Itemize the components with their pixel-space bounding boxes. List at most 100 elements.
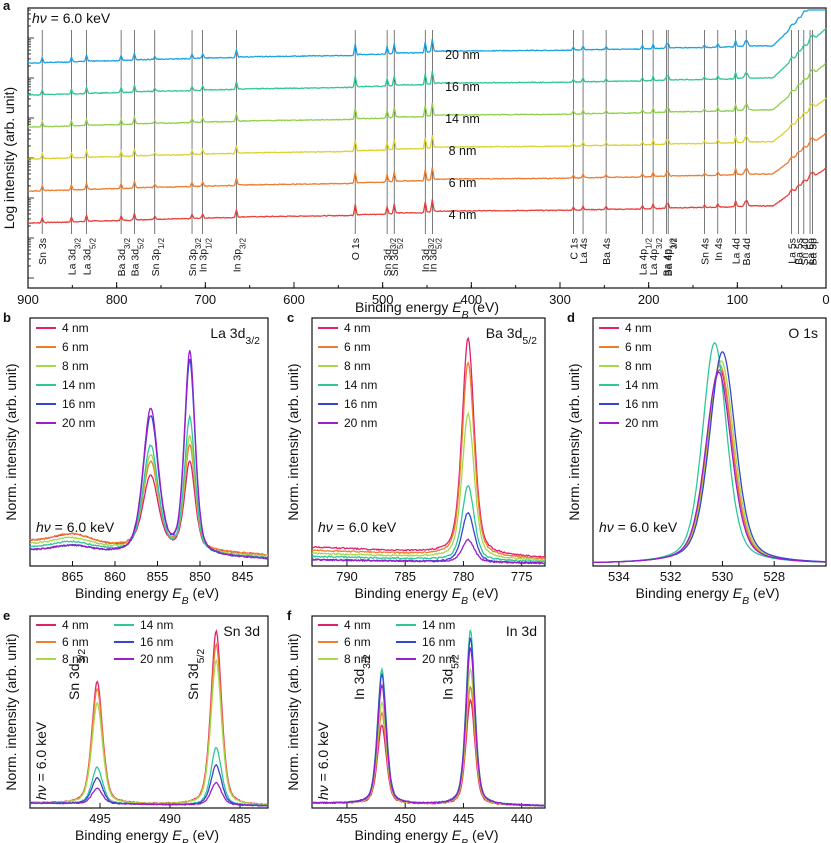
panel-e-legend-label: 16 nm [140,635,173,649]
panel-c-xtick-label: 780 [453,569,475,584]
panel-f-region-label: In 3d [506,623,537,639]
panel-a-annotation: hν = 6.0 keV [32,10,111,26]
panel-d-ylabel: Norm. intensity (arb. unit) [566,363,582,520]
panel-a-letter: a [3,0,11,13]
panel-a-peak-label: La 4p3/2 [648,238,664,275]
panel-e-xtick-label: 490 [159,811,181,826]
panel-b-legend-label: 8 nm [62,359,89,373]
panel-a-series-label: 20 nm [445,48,480,62]
panel-b-letter: b [3,310,11,325]
panel-a-series-line [27,62,827,128]
panel-f-xtick-label: 450 [394,811,416,826]
panel-d-legend-label: 4 nm [625,321,652,335]
panel-c-series-line [311,485,546,563]
panel-a-peak-label: In 3d3/2 [420,238,436,272]
panel-a-peak-label: Sn 3p3/2 [187,238,203,276]
panel-a-peak-label: Ba 4p1/2 [661,238,677,276]
panel-a-xtick-label: 0 [822,292,829,307]
panel-b-series-line [29,443,269,556]
panel-d-series-line [593,371,826,564]
panel-c-legend-label: 6 nm [344,340,371,354]
panel-a-peak-label: Sn 3p1/2 [150,238,166,276]
panel-b-xtick-label: 845 [232,569,254,584]
panel-a-xtick-label: 600 [283,292,305,307]
panel-a-series-label: 4 nm [449,208,477,222]
panel-d-legend-label: 20 nm [625,416,658,430]
panel-d-xtick-label: 528 [763,569,785,584]
panel-f-frame [311,615,546,809]
panel-f: f 455 450 445 440 Binding energy EB (eV) Norm.… [285,608,546,843]
panel-c-legend-label: 8 nm [344,359,371,373]
panel-e-region-label: Sn 3d [223,623,260,639]
panel-a-peak-label: Sn 3d5/2 [389,238,405,276]
panel-a-series-label: 16 nm [445,80,480,94]
panel-a-peak-label: La 4s [578,238,590,264]
panel-a: a 900 800 700 600 500 400 300 200 100 0 Binding ene… [1,0,830,321]
panel-a-series-label: 14 nm [445,112,480,126]
panel-d-letter: d [567,310,575,325]
panel-a-xtick-label: 400 [460,292,482,307]
panel-a-series-line [27,132,827,193]
panel-e-annotation: hν = 6.0 keV [33,721,49,800]
panel-b-legend-label: 4 nm [62,321,89,335]
panel-e-legend-label: 6 nm [62,635,89,649]
panel-c-xtick-label: 790 [336,569,358,584]
panel-b-region-label: La 3d3/2 [210,325,260,347]
panel-f-legend-label: 6 nm [344,635,371,649]
panel-b-series-line [29,413,269,559]
panel-a-series-label: 6 nm [449,176,477,190]
panel-a-peak-label: O 1s [350,238,362,260]
panel-a-ylabel: Log intensity (arb. unit) [1,87,17,229]
panel-b-legend-label: 14 nm [62,378,95,392]
panel-f-xlabel: Binding energy EB (eV) [355,827,499,843]
panel-c-legend-label: 14 nm [344,378,377,392]
panel-c-legend-label: 20 nm [344,416,377,430]
panel-b-series-line [29,350,269,560]
panel-e-series-line [29,764,269,807]
panel-e-legend-label: 14 nm [140,618,173,632]
panel-f-legend-label: 14 nm [422,618,455,632]
panel-b-xtick-label: 860 [104,569,126,584]
panel-f-series-line [311,685,546,807]
panel-b-xtick-label: 865 [62,569,84,584]
panel-a-peak-label: Sn 4s [700,238,712,265]
panel-e-xtick-label: 495 [89,811,111,826]
panel-f-legend-label: 20 nm [422,652,455,666]
panel-b: b 865 860 855 850 845 Binding energy EB (eV) No… [3,310,269,607]
panel-e-peak-label: Sn 3d5/2 [185,649,207,700]
panel-f-xtick-label: 440 [511,811,533,826]
panel-c-series-line [311,411,546,562]
panel-a-peak-label: Sn 3d3/2 [382,238,398,276]
panel-a-peak-label: Ba 5p [808,238,820,266]
panel-e-legend-label: 4 nm [62,618,89,632]
panel-a-series-line [27,167,827,225]
panel-f-series-line [311,666,546,807]
panel-a-series-line [27,27,827,96]
panel-a-peak-label: In 4s [713,238,725,261]
panel-a-peak-label: Ba 5s [794,238,806,265]
panel-b-legend-label: 20 nm [62,416,95,430]
panel-a-peak-label: La 5p [805,238,817,264]
panel-b-xlabel: Binding energy EB (eV) [75,585,219,607]
panel-a-peak-label: Ba 4p3/2 [663,238,679,276]
panel-b-legend-label: 6 nm [62,340,89,354]
panel-e-legend-label: 20 nm [140,652,173,666]
panel-b-xtick-label: 855 [147,569,169,584]
panel-b-frame [29,317,269,567]
panel-e-series-line [29,781,269,807]
panel-b-ylabel: Norm. intensity (arb. unit) [3,363,19,520]
panel-b-series-line [29,434,269,558]
panel-c-annotation: hν = 6.0 keV [318,519,397,535]
panel-d-legend-label: 8 nm [625,359,652,373]
panel-c-series-line [311,538,546,565]
panel-a-peak-label: Sn 3s [37,238,49,265]
panel-c: c 790 785 780 775 Binding energy EB (eV) Norm.… [285,310,546,607]
panel-a-xtick-label: 200 [638,292,660,307]
panel-b-annotation: hν = 6.0 keV [36,519,115,535]
panel-c-frame [311,317,546,567]
panel-a-series-label: 8 nm [449,144,477,158]
panel-f-legend-label: 4 nm [344,618,371,632]
panel-a-peak-label: In 3p1/2 [198,238,214,272]
